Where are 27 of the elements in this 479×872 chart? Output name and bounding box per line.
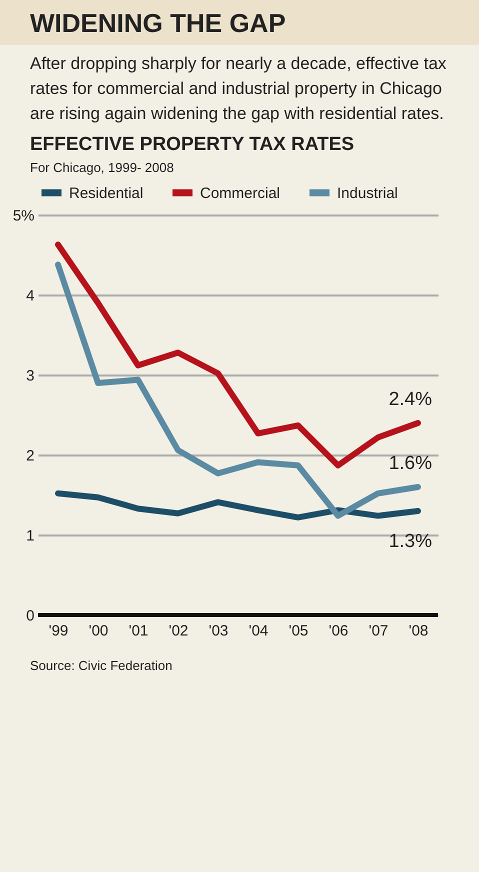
x-tick-label: '03 [208, 622, 228, 640]
x-tick-label: '02 [168, 622, 188, 640]
x-tick-label: '07 [368, 622, 388, 640]
legend-label: Residential [69, 184, 144, 202]
x-tick-label: '08 [408, 622, 428, 640]
y-tick-label: 3 [26, 368, 34, 384]
y-tick-label: 2 [26, 448, 34, 464]
chart-subtitle: After dropping sharply for nearly a decade, effective tax rates for commercial and industrial property in Chicago are rising again widening the gap with residential rates. [29, 53, 448, 125]
chart-title: WIDENING THE GAP [0, 0, 479, 45]
legend-label: Commercial [200, 184, 280, 202]
x-tick-label: '01 [128, 622, 148, 640]
x-tick-label: '99 [48, 622, 68, 640]
y-tick-label: 5% [12, 208, 34, 224]
y-tick-label: 1 [26, 528, 34, 544]
annotation: 1.6% [388, 453, 432, 474]
annotation: 1.3% [388, 531, 432, 552]
x-tick-label: '04 [248, 622, 268, 640]
text: For Chicago, 1999- 2008 [29, 159, 175, 175]
x-tick-label: '00 [88, 622, 108, 640]
legend-label: Industrial [337, 184, 398, 202]
y-tick-label: 4 [26, 288, 34, 304]
source-note: Source: Civic Federation [29, 658, 174, 673]
x-tick-label: '06 [328, 622, 348, 640]
text: EFFECTIVE PROPERTY TAX RATES [29, 133, 356, 156]
annotation: 2.4% [388, 389, 432, 410]
y-tick-label: 0 [26, 608, 34, 624]
x-tick-label: '05 [288, 622, 308, 640]
